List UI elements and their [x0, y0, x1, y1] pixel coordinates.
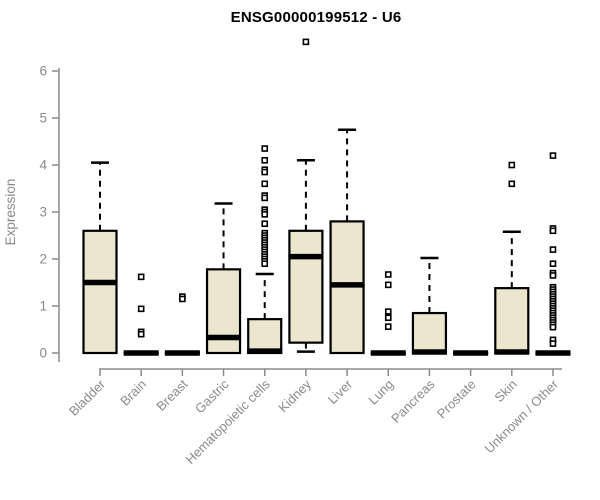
boxplot-lung — [370, 271, 406, 356]
iqr-box — [205, 268, 242, 355]
x-tick-label-lung: Lung — [365, 377, 396, 408]
outlier-point — [261, 145, 269, 152]
outlier-point — [384, 281, 392, 289]
outlier-point — [508, 161, 516, 169]
iqr-box — [288, 229, 324, 344]
iqr-box — [411, 311, 448, 355]
x-tick-label-kidney: Kidney — [275, 376, 314, 415]
boxplot-hematopoietic-cells — [247, 145, 283, 355]
y-tick-label: 0 — [39, 346, 47, 361]
outlier-point — [261, 220, 269, 228]
outlier-point — [508, 180, 516, 188]
outlier-point — [549, 272, 557, 279]
outlier-point — [261, 260, 269, 268]
outlier-point — [261, 157, 269, 164]
x-tick-label-bladder: Bladder — [66, 376, 109, 419]
y-tick-label: 3 — [39, 205, 47, 220]
boxplot-kidney — [288, 38, 324, 353]
y-tick-label: 2 — [39, 252, 47, 267]
y-tick-label: 5 — [39, 111, 47, 126]
y-axis-label: Expression — [3, 179, 18, 246]
outlier-point — [549, 227, 557, 235]
boxplot-pancreas — [411, 256, 448, 355]
outlier-point — [137, 273, 145, 281]
outlier-point — [384, 323, 392, 330]
outlier-point — [549, 260, 557, 268]
outlier-point — [549, 152, 557, 159]
x-tick-label-pancreas: Pancreas — [388, 376, 438, 426]
outlier-point — [261, 168, 269, 176]
x-tick-label-skin: Skin — [491, 377, 519, 405]
x-tick-label-breast: Breast — [153, 376, 190, 413]
outlier-point — [137, 330, 145, 338]
iqr-box — [247, 318, 283, 355]
y-tick-label: 1 — [39, 299, 47, 314]
outlier-point — [261, 194, 269, 202]
outlier-point — [549, 246, 557, 253]
y-axis: 0 1 2 3 4 5 6 Expression — [3, 64, 60, 362]
boxplot-liver — [329, 128, 365, 355]
outlier-point — [302, 38, 310, 46]
boxplot-skin — [494, 161, 530, 355]
outlier-point — [179, 295, 186, 303]
boxplot-unknown-other — [535, 152, 571, 356]
boxplot-bladder — [82, 161, 118, 355]
x-tick-label-brain: Brain — [117, 377, 149, 409]
outlier-point — [261, 180, 269, 188]
outlier-point — [384, 271, 392, 278]
x-tick-label-unknown-other: Unknown / Other — [482, 376, 562, 456]
boxplot-brain — [123, 273, 159, 356]
outlier-point — [137, 305, 145, 313]
iqr-box — [494, 287, 530, 355]
x-tick-label-gastric: Gastric — [192, 376, 232, 416]
boxplot-gastric — [205, 202, 242, 355]
x-tick-label-prostate: Prostate — [434, 377, 479, 422]
y-tick-label: 4 — [39, 158, 47, 173]
x-tick-label-liver: Liver — [325, 376, 356, 407]
iqr-box — [82, 229, 118, 355]
boxplot-breast — [164, 293, 200, 356]
chart-title: ENSG00000199512 - U6 — [230, 9, 402, 26]
outlier-point — [549, 323, 557, 331]
outlier-point — [261, 211, 269, 218]
y-tick-label: 6 — [39, 64, 47, 79]
outlier-point — [384, 314, 392, 322]
outlier-point — [549, 340, 557, 347]
